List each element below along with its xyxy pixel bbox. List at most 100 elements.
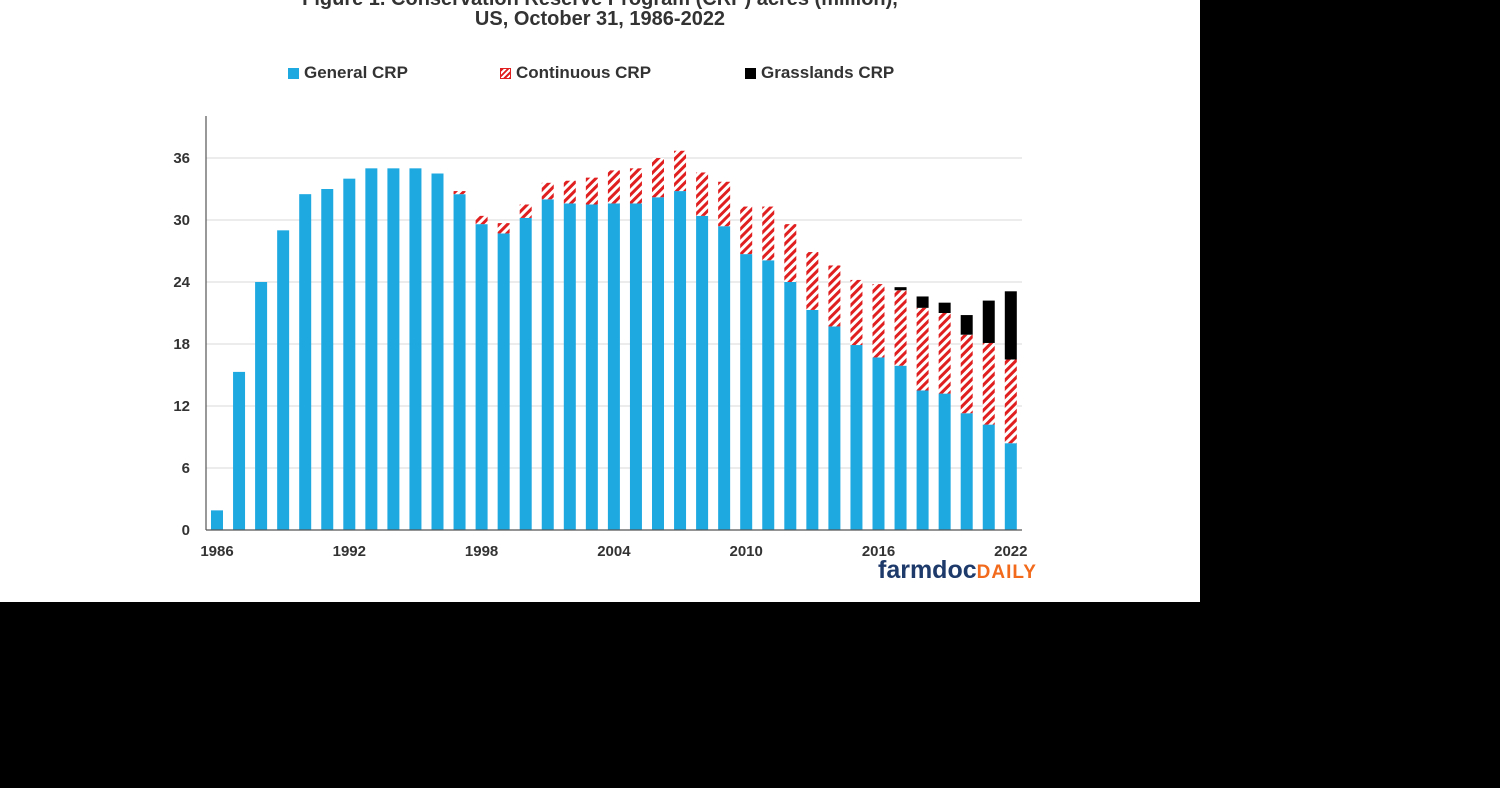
bar-continuous-crp-2018	[916, 307, 929, 391]
bar-continuous-crp-2020	[960, 334, 973, 414]
y-tick-label-0: 0	[182, 522, 190, 539]
bar-general-crp-2005	[629, 203, 642, 530]
bar-continuous-crp-1998	[475, 215, 488, 225]
bar-general-crp-2013	[806, 309, 819, 530]
bar-continuous-crp-2017	[894, 290, 907, 366]
bar-general-crp-2010	[740, 254, 753, 530]
bar-general-crp-2008	[696, 215, 709, 530]
bar-continuous-crp-2000	[519, 204, 532, 218]
bar-general-crp-2003	[585, 204, 598, 530]
bar-general-crp-2022	[1004, 443, 1017, 530]
logo-text-daily: DAILY	[976, 562, 1037, 583]
farmdoc-daily-logo: farmdocDAILY	[878, 556, 1037, 585]
y-tick-labels: 0 6 12 18 24 30 36	[173, 150, 190, 539]
legend-label-continuous: Continuous CRP	[516, 63, 652, 82]
y-tick-label-18: 18	[173, 336, 190, 353]
x-tick-label-2004: 2004	[597, 543, 631, 560]
bar-general-crp-2017	[894, 365, 907, 530]
bar-general-crp-1994	[387, 168, 400, 531]
axes	[205, 116, 1022, 531]
legend-continuous: Continuous CRP	[500, 63, 651, 83]
bar-general-crp-2018	[916, 390, 929, 530]
bar-continuous-crp-2004	[607, 170, 620, 204]
y-tick-label-6: 6	[182, 460, 190, 477]
y-tick-label-12: 12	[173, 398, 190, 415]
x-tick-label-2022: 2022	[994, 543, 1027, 560]
bar-grasslands-crp-2022	[1004, 291, 1017, 360]
bar-general-crp-2011	[762, 260, 775, 530]
x-tick-labels: 1986 1992 1998 2004 2010 2016 2022	[200, 543, 1027, 560]
bar-general-crp-1997	[453, 194, 466, 530]
bar-continuous-crp-2001	[541, 182, 554, 200]
bar-general-crp-2006	[652, 197, 664, 530]
bar-continuous-crp-2019	[938, 313, 951, 394]
bar-general-crp-2009	[718, 226, 731, 530]
bar-general-crp-1989	[277, 230, 290, 531]
legend-swatch-grasslands	[745, 67, 756, 79]
bar-continuous-crp-2003	[585, 177, 598, 205]
bar-continuous-crp-2007	[674, 150, 687, 192]
bar-chart: 0 6 12 18 24 30 36 1986 1992 1998 2004 2010 2016 202…	[173, 116, 1027, 560]
legend-label-general: General CRP	[304, 63, 408, 82]
bar-continuous-crp-2005	[629, 168, 642, 204]
bar-general-crp-2002	[563, 203, 576, 530]
chart-panel: Figure 1. Conservation Reserve Program (…	[0, 0, 1200, 602]
bar-general-crp-2012	[784, 282, 797, 530]
y-tick-label-30: 30	[173, 212, 190, 229]
legend-label-grasslands: Grasslands CRP	[761, 63, 895, 82]
bar-grasslands-crp-2020	[960, 315, 973, 335]
legend-general: General CRP	[288, 63, 408, 83]
bar-general-crp-1993	[365, 168, 378, 531]
bar-general-crp-2019	[938, 393, 951, 530]
bar-grasslands-crp-2021	[982, 300, 995, 343]
bar-general-crp-2016	[872, 357, 885, 530]
bar-continuous-crp-2015	[850, 279, 863, 346]
legend-swatch-continuous	[500, 67, 511, 79]
bar-general-crp-1991	[321, 189, 334, 530]
bar-grasslands-crp-2019	[938, 302, 951, 313]
bar-continuous-crp-2022	[1004, 359, 1017, 444]
bar-general-crp-1998	[475, 224, 488, 530]
bar-continuous-crp-2012	[784, 224, 797, 282]
bar-general-crp-2007	[674, 191, 687, 531]
bar-general-crp-2004	[607, 203, 620, 530]
bar-general-crp-1999	[497, 233, 510, 530]
bar-continuous-crp-2016	[872, 284, 885, 358]
bar-continuous-crp-2009	[718, 181, 731, 227]
bar-general-crp-1988	[255, 282, 268, 530]
bar-general-crp-2000	[519, 217, 532, 530]
x-tick-label-2016: 2016	[862, 543, 895, 560]
bar-general-crp-1990	[299, 194, 312, 530]
bar-general-crp-2020	[960, 413, 973, 530]
bar-general-crp-1996	[431, 173, 444, 530]
bar-continuous-crp-1997	[453, 191, 466, 195]
chart-title-line-1: Figure 1. Conservation Reserve Program (…	[0, 0, 1200, 11]
bar-continuous-crp-2006	[652, 158, 664, 198]
bar-general-crp-2015	[850, 345, 863, 530]
x-tick-label-1986: 1986	[200, 543, 233, 560]
bar-continuous-crp-2002	[563, 180, 576, 204]
bar-general-crp-2014	[828, 326, 841, 530]
y-tick-label-24: 24	[173, 274, 190, 291]
bar-continuous-crp-2008	[696, 172, 709, 216]
bar-grasslands-crp-2017	[894, 287, 907, 291]
bar-continuous-crp-2010	[740, 206, 753, 255]
logo-text-farmdoc: farmdoc	[878, 556, 977, 584]
x-tick-label-2010: 2010	[730, 543, 763, 560]
bar-continuous-crp-2013	[806, 252, 819, 310]
bar-general-crp-2001	[541, 199, 554, 531]
bar-continuous-crp-2014	[828, 265, 841, 327]
bars	[211, 150, 1017, 531]
bar-continuous-crp-1999	[497, 223, 510, 234]
bar-general-crp-1992	[343, 178, 356, 530]
bar-general-crp-1987	[233, 371, 246, 530]
y-tick-label-36: 36	[173, 150, 190, 167]
bar-general-crp-1995	[409, 168, 422, 531]
bar-grasslands-crp-2018	[916, 296, 929, 308]
chart-title-line-2: US, October 31, 1986-2022	[474, 8, 726, 30]
x-tick-label-1998: 1998	[465, 543, 498, 560]
bar-general-crp-2021	[982, 424, 995, 530]
x-tick-label-1992: 1992	[333, 543, 366, 560]
legend-swatch-general	[288, 67, 299, 79]
bar-general-crp-1986	[211, 510, 223, 530]
